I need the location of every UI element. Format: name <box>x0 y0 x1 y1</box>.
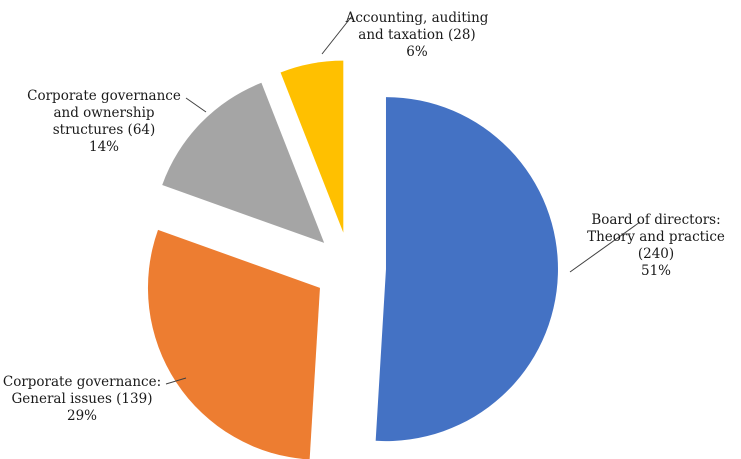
slice-label-line: 14% <box>89 139 119 155</box>
slice-label-accounting-auditing-and-taxation: Accounting, auditing and taxation (28) 6% <box>345 10 489 60</box>
slice-label-line: Board of directors: <box>591 212 720 228</box>
slice-label-line: and taxation (28) <box>358 27 475 43</box>
slice-label-line: 6% <box>406 44 428 60</box>
pie-slice-accounting-auditing-and-taxation <box>280 60 344 233</box>
slice-label-line: 29% <box>67 408 97 424</box>
slice-label-board-of-directors-theory-and-practice: Board of directors: Theory and practice (2… <box>587 212 725 279</box>
slice-labels: Board of directors: Theory and practice (2… <box>3 10 725 424</box>
pie-slice-board-of-directors-theory-and-practice <box>375 97 558 442</box>
pie-slice-corporate-governance-and-ownership-structures <box>162 82 325 243</box>
slice-label-line: General issues (139) <box>12 391 153 407</box>
slice-label-line: Corporate governance: <box>3 374 161 390</box>
leader-line-corporate-governance-and-ownership-structures <box>185 97 207 113</box>
slice-label-corporate-governance-general-issues: Corporate governance: General issues (139… <box>3 374 161 424</box>
slice-label-line: Theory and practice <box>587 229 725 245</box>
leader-line-accounting-auditing-and-taxation <box>321 15 353 55</box>
slice-label-line: 51% <box>641 263 671 279</box>
slice-label-corporate-governance-and-ownership-structures: Corporate governance and ownership structu… <box>27 88 181 155</box>
slice-label-line: Accounting, auditing <box>345 10 489 26</box>
pie-slice-corporate-governance-general-issues <box>148 229 320 459</box>
leader-line-board-of-directors-theory-and-practice <box>569 221 641 273</box>
slice-label-line: (240) <box>638 246 674 262</box>
leader-line-corporate-governance-general-issues <box>165 377 187 385</box>
slice-label-line: structures (64) <box>53 122 156 138</box>
leader-lines <box>165 15 641 385</box>
slice-label-line: and ownership <box>53 105 154 121</box>
pie-slices <box>148 60 558 459</box>
slice-label-line: Corporate governance <box>27 88 181 104</box>
